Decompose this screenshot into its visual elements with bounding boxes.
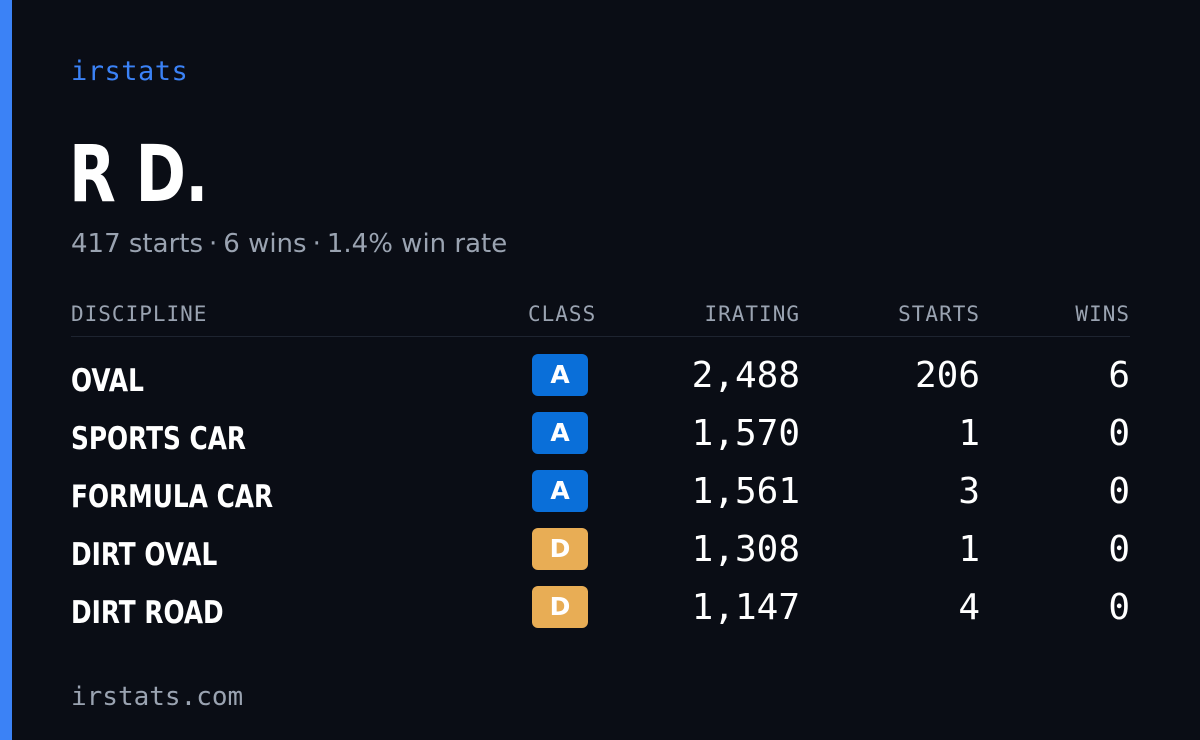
- header-irating: IRATING: [704, 302, 800, 326]
- discipline-name: DIRT ROAD: [71, 595, 224, 631]
- irating-value: 1,147: [691, 587, 800, 628]
- table-row: DIRT ROAD D 1,147 4 0: [0, 586, 1200, 644]
- separator-dot: ·: [312, 229, 321, 259]
- brand-logo: irstats: [71, 56, 189, 87]
- starts-summary: 417 starts: [71, 229, 203, 259]
- header-divider: [71, 336, 1130, 337]
- wins-value: 0: [1108, 471, 1130, 512]
- irating-value: 1,561: [691, 471, 800, 512]
- starts-value: 1: [958, 413, 980, 454]
- starts-value: 3: [958, 471, 980, 512]
- class-badge: A: [532, 470, 588, 512]
- wins-value: 0: [1108, 529, 1130, 570]
- wins-value: 0: [1108, 413, 1130, 454]
- header-wins: WINS: [1075, 302, 1130, 326]
- starts-value: 206: [914, 355, 980, 396]
- wins-value: 0: [1108, 587, 1130, 628]
- accent-bar: [0, 0, 12, 740]
- table-row: FORMULA CAR A 1,561 3 0: [0, 470, 1200, 528]
- discipline-name: FORMULA CAR: [71, 479, 274, 515]
- class-badge: D: [532, 586, 588, 628]
- driver-summary: 417 starts · 6 wins · 1.4% win rate: [71, 229, 507, 259]
- irating-value: 1,570: [691, 413, 800, 454]
- class-badge: A: [532, 354, 588, 396]
- header-class: CLASS: [528, 302, 597, 326]
- footer-url: irstats.com: [71, 682, 244, 712]
- class-badge: D: [532, 528, 588, 570]
- discipline-name: OVAL: [71, 363, 144, 399]
- table-row: DIRT OVAL D 1,308 1 0: [0, 528, 1200, 586]
- irating-value: 1,308: [691, 529, 800, 570]
- table-row: OVAL A 2,488 206 6: [0, 354, 1200, 412]
- header-starts: STARTS: [898, 302, 980, 326]
- discipline-name: DIRT OVAL: [71, 537, 218, 573]
- driver-name: R D.: [69, 130, 208, 220]
- class-badge: A: [532, 412, 588, 454]
- irating-value: 2,488: [691, 355, 800, 396]
- table-row: SPORTS CAR A 1,570 1 0: [0, 412, 1200, 470]
- starts-value: 1: [958, 529, 980, 570]
- wins-summary: 6 wins: [223, 229, 307, 259]
- separator-dot: ·: [209, 229, 218, 259]
- discipline-name: SPORTS CAR: [71, 421, 247, 457]
- wins-value: 6: [1108, 355, 1130, 396]
- win-rate-summary: 1.4% win rate: [326, 229, 508, 259]
- starts-value: 4: [958, 587, 980, 628]
- header-discipline: DISCIPLINE: [71, 302, 208, 326]
